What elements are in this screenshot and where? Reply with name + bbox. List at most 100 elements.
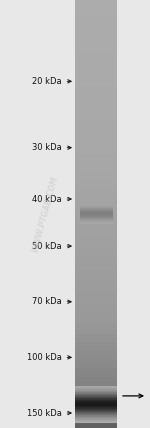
Bar [75,257,117,261]
Bar [75,351,117,355]
Bar [75,377,117,381]
Bar [75,338,117,342]
Bar [75,394,117,398]
Bar [80,211,112,212]
Bar [75,385,117,389]
Bar [75,404,117,405]
Bar [75,381,117,385]
Bar [80,212,112,213]
Bar [75,188,117,193]
Bar [75,175,117,180]
Bar [80,207,112,208]
Bar [75,412,117,413]
Bar [75,154,117,158]
Bar [75,47,117,51]
Bar [75,116,117,120]
Bar [75,265,117,270]
Bar [75,240,117,244]
Bar [75,81,117,86]
Bar [75,304,117,308]
Bar [75,417,117,418]
Bar [80,219,112,220]
Bar [75,94,117,98]
Bar [75,393,117,394]
Bar [75,395,117,396]
Bar [75,407,117,411]
Bar [80,216,112,217]
Bar [75,278,117,282]
Text: 40 kDa: 40 kDa [32,194,62,204]
Bar [75,308,117,312]
Bar [75,133,117,137]
Bar [75,124,117,128]
Bar [75,180,117,184]
Bar [75,372,117,377]
Bar [75,223,117,227]
Bar [75,86,117,90]
Bar [75,408,117,409]
Bar [75,415,117,419]
Bar [75,419,117,420]
Bar [75,128,117,133]
Text: 70 kDa: 70 kDa [32,297,62,306]
Bar [75,416,117,417]
Bar [75,253,117,257]
Bar [75,13,117,17]
Bar [75,184,117,188]
Bar [75,68,117,73]
Bar [75,421,117,422]
Bar [75,402,117,407]
Bar [75,150,117,154]
Bar [75,261,117,265]
Bar [75,397,117,398]
Bar [75,321,117,325]
Bar [75,419,117,424]
Bar [80,208,112,209]
Bar [75,197,117,201]
Bar [75,64,117,68]
Text: 150 kDa: 150 kDa [27,408,62,418]
Bar [75,413,117,414]
Bar [75,411,117,415]
Bar [75,73,117,77]
Bar [75,214,117,218]
Bar [75,193,117,197]
Bar [75,414,117,415]
Bar [80,210,112,211]
Bar [75,386,117,387]
Bar [75,137,117,141]
Bar [75,368,117,372]
Bar [75,409,117,410]
Bar [75,406,117,407]
Text: 100 kDa: 100 kDa [27,353,62,362]
Bar [75,317,117,321]
Bar [75,394,117,395]
Bar [75,300,117,304]
Bar [75,422,117,423]
Bar [75,402,117,403]
Bar [75,295,117,300]
Bar [80,220,112,221]
Bar [80,213,112,214]
Bar [80,205,112,206]
Bar [75,398,117,399]
Bar [75,282,117,287]
Bar [75,291,117,295]
Bar [75,287,117,291]
Bar [75,403,117,404]
Bar [75,347,117,351]
Text: 30 kDa: 30 kDa [32,143,62,152]
Bar [75,396,117,397]
Bar [75,420,117,421]
Bar [75,235,117,240]
Bar [75,389,117,390]
Bar [75,399,117,400]
Bar [75,218,117,223]
Bar [75,392,117,393]
Bar [75,330,117,334]
Bar [75,325,117,330]
Bar [75,56,117,60]
Bar [75,398,117,402]
Bar [75,107,117,111]
Bar [75,51,117,56]
